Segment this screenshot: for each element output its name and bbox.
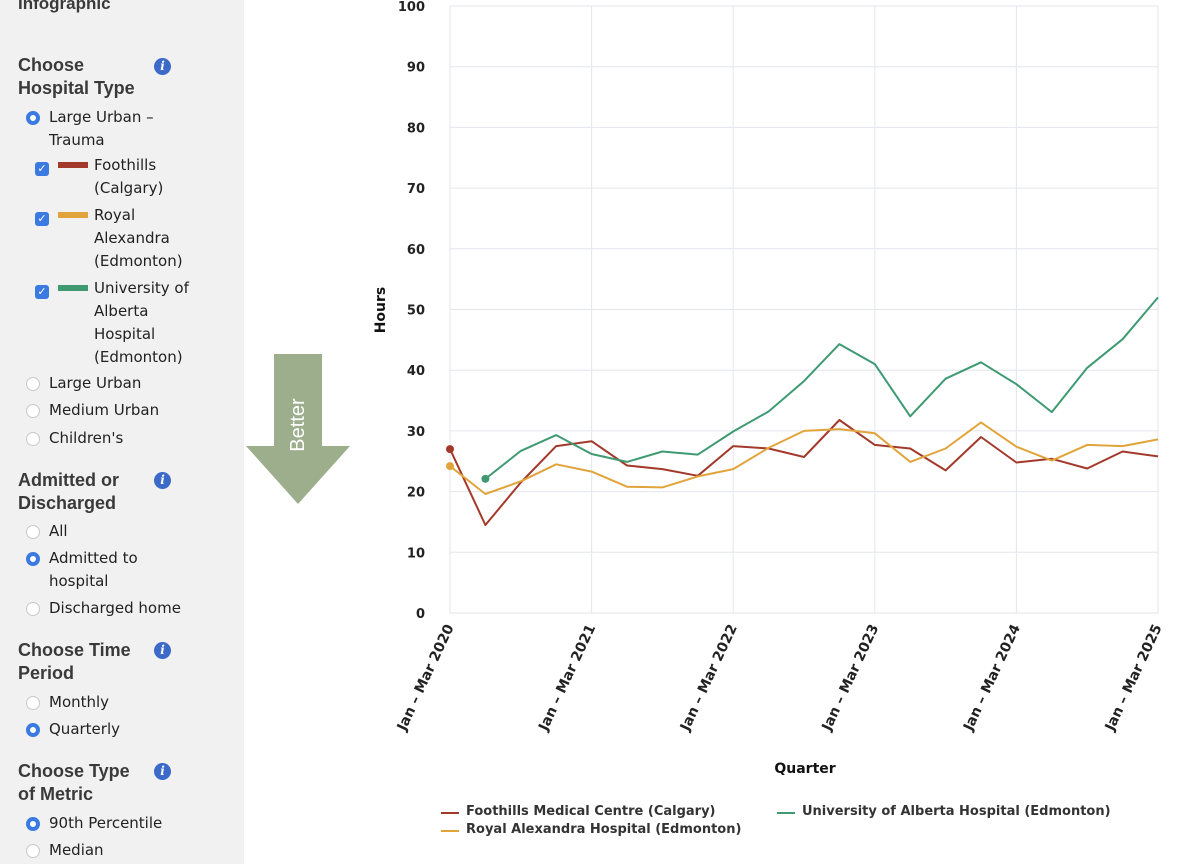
option-admitted-label[interactable]: Admitted to hospital (49, 549, 138, 590)
hospital-type-info-icon[interactable]: i (154, 58, 171, 75)
option-childrens-label[interactable]: Children's (49, 429, 124, 447)
x-tick-label: Jan – Mar 2020 (394, 622, 458, 735)
radio-median[interactable] (26, 844, 40, 858)
option-university-alberta-label[interactable]: University of Alberta Hospital (Edmonton… (94, 279, 189, 366)
series-lines (446, 296, 1159, 526)
radio-monthly[interactable] (26, 696, 40, 710)
checkbox-royal-alexandra[interactable]: ✓ (35, 212, 49, 226)
y-tick-label: 30 (407, 425, 425, 440)
hospital-type-title: Choose Hospital Type (18, 55, 135, 98)
series-line-0 (449, 419, 1159, 526)
time-period-title: Choose Time Period (18, 640, 131, 683)
y-axis-title: Hours (373, 287, 389, 334)
y-axis-ticks: 0 10 20 30 40 50 60 70 80 90 100 (398, 0, 425, 622)
radio-medium-urban[interactable] (26, 404, 40, 418)
legend-item-foothills[interactable]: Foothills Medical Centre (Calgary) (466, 804, 716, 819)
checkbox-university-alberta[interactable]: ✓ (35, 285, 49, 299)
legend-swatch-foothills (441, 812, 459, 814)
y-tick-label: 20 (407, 486, 425, 501)
admitted-info-icon[interactable]: i (154, 472, 171, 489)
series-line-1 (449, 421, 1159, 495)
time-period-info-icon[interactable]: i (154, 642, 171, 659)
royal-alexandra-swatch (58, 212, 88, 218)
y-tick-label: 70 (407, 182, 425, 197)
x-tick-label: Jan – Mar 2025 (1102, 622, 1166, 734)
checkbox-foothills[interactable]: ✓ (35, 162, 49, 176)
option-royal-alexandra-label[interactable]: Royal Alexandra (Edmonton) (94, 206, 183, 270)
better-arrow-icon (246, 354, 350, 504)
series-start-point-2 (481, 474, 490, 483)
admitted-title: Admitted or Discharged (18, 470, 119, 513)
option-foothills-label[interactable]: Foothills (Calgary) (94, 156, 164, 197)
legend-swatch-university-alberta (777, 812, 795, 814)
x-tick-label: Jan – Mar 2021 (535, 622, 599, 734)
series-start-point-1 (446, 462, 454, 471)
y-tick-label: 40 (407, 364, 425, 379)
y-tick-label: 0 (416, 607, 425, 622)
metric-title: Choose Type of Metric (18, 761, 130, 804)
option-discharged-label[interactable]: Discharged home (49, 599, 181, 617)
y-tick-label: 90 (407, 61, 425, 76)
radio-childrens[interactable] (26, 432, 40, 446)
radio-discharged[interactable] (26, 602, 40, 616)
radio-90th-percentile[interactable] (26, 817, 40, 831)
option-medium-urban-label[interactable]: Medium Urban (49, 401, 160, 419)
y-tick-label: 10 (407, 546, 425, 561)
y-tick-label: 80 (407, 121, 425, 136)
option-monthly-label[interactable]: Monthly (49, 693, 110, 711)
option-large-urban-trauma-label[interactable]: Large Urban – Trauma (49, 108, 154, 149)
y-tick-label: 50 (407, 304, 425, 319)
foothills-swatch (58, 162, 88, 168)
option-all-label[interactable]: All (49, 522, 68, 540)
option-quarterly-label[interactable]: Quarterly (49, 720, 120, 738)
x-tick-label: Jan – Mar 2024 (960, 622, 1024, 735)
metric-info-icon[interactable]: i (154, 763, 171, 780)
filter-sidebar: Infographic Choose Hospital Type i Large… (0, 0, 244, 864)
option-median-label[interactable]: Median (49, 841, 104, 859)
chart-grid (449, 5, 1159, 614)
radio-large-urban-trauma[interactable] (26, 111, 40, 125)
better-arrow-label: Better (287, 398, 309, 452)
legend-item-royal-alexandra[interactable]: Royal Alexandra Hospital (Edmonton) (466, 822, 742, 837)
series-start-point-0 (446, 445, 454, 454)
x-axis-ticks: Jan – Mar 2020 Jan – Mar 2021 Jan – Mar 20… (394, 622, 1166, 735)
series-line-2 (484, 296, 1159, 480)
radio-quarterly[interactable] (26, 723, 40, 737)
x-tick-label: Jan – Mar 2023 (819, 622, 883, 734)
legend-swatch-royal-alexandra (441, 830, 459, 832)
sidebar-edge-label: Infographic (18, 0, 111, 13)
radio-admitted[interactable] (26, 552, 40, 566)
radio-large-urban[interactable] (26, 377, 40, 391)
radio-all[interactable] (26, 525, 40, 539)
x-tick-label: Jan – Mar 2022 (677, 622, 741, 734)
y-tick-label: 60 (407, 243, 425, 258)
option-90th-percentile-label[interactable]: 90th Percentile (49, 814, 163, 832)
y-tick-label: 100 (398, 0, 425, 15)
legend-item-university-alberta[interactable]: University of Alberta Hospital (Edmonton… (802, 804, 1111, 819)
university-alberta-swatch (58, 285, 88, 291)
option-large-urban-label[interactable]: Large Urban (49, 374, 142, 392)
x-axis-title: Quarter (774, 761, 835, 777)
